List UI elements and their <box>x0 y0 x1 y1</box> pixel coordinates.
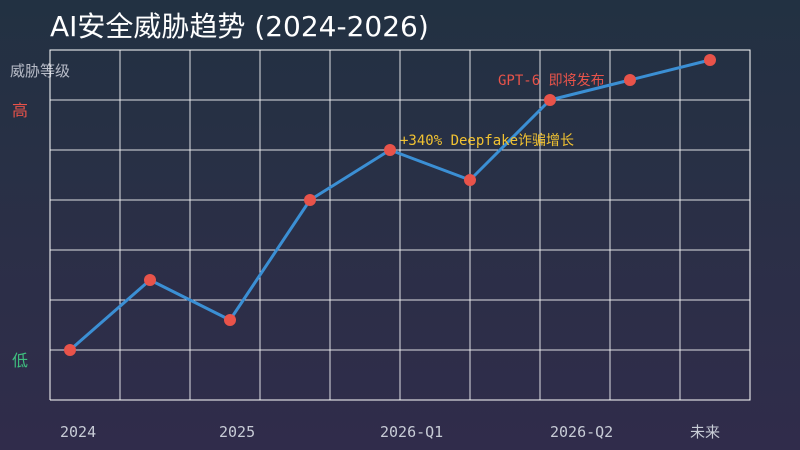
y-level-high-label: 高 <box>12 101 28 120</box>
x-tick-label: 2026-Q1 <box>380 423 443 441</box>
data-points <box>64 54 716 356</box>
annotation-label: +340% Deepfake诈骗增长 <box>400 133 574 149</box>
data-point <box>304 194 316 206</box>
data-point <box>144 274 156 286</box>
x-tick-labels: 2024 2025 2026-Q1 2026-Q2 未来 <box>60 423 720 441</box>
data-point <box>624 74 636 86</box>
chart-title: AI安全威胁趋势 (2024-2026) <box>50 10 429 43</box>
x-tick-label: 2024 <box>60 423 96 441</box>
data-point <box>64 344 76 356</box>
data-point <box>544 94 556 106</box>
x-tick-label: 2025 <box>219 423 255 441</box>
annotations: +340% Deepfake诈骗增长 GPT-6 即将发布 <box>400 73 605 149</box>
series-line <box>69 58 711 352</box>
x-tick-label: 2026-Q2 <box>550 423 613 441</box>
x-tick-label: 未来 <box>690 423 720 441</box>
data-point <box>464 174 476 186</box>
data-point <box>704 54 716 66</box>
grid <box>49 49 751 400</box>
annotation-label: GPT-6 即将发布 <box>498 73 605 89</box>
y-level-low-label: 低 <box>12 351 28 370</box>
data-point <box>384 144 396 156</box>
plot-frame <box>49 49 751 401</box>
y-axis-label: 威胁等级 <box>10 62 70 80</box>
data-point <box>224 314 236 326</box>
